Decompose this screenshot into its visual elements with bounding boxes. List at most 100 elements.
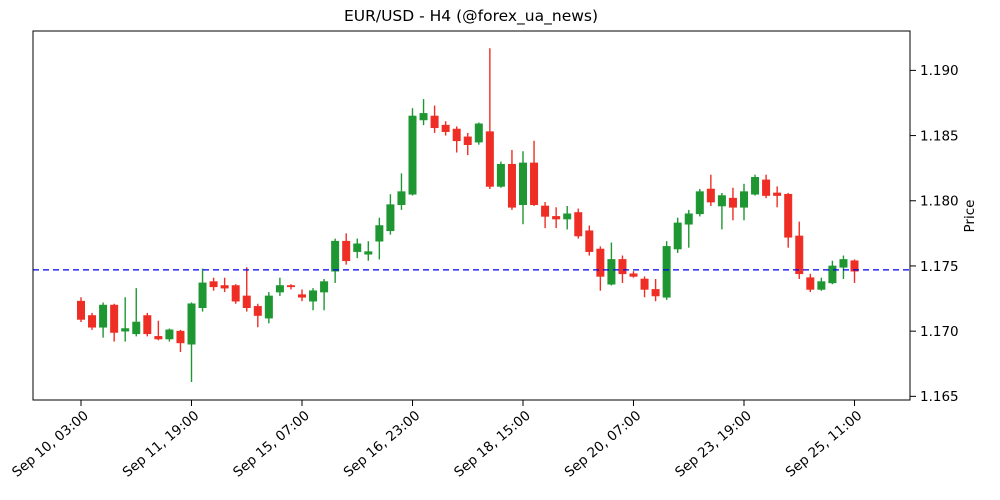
x-tick-label: Sep 20, 07:00	[562, 408, 645, 481]
candle-64	[784, 192, 793, 248]
candle-body-up	[751, 176, 760, 195]
candle-body-down	[176, 330, 185, 344]
x-axis: Sep 10, 03:00 Sep 11, 19:00 Sep 15, 07:00 S…	[9, 400, 865, 481]
candle-13	[220, 277, 229, 293]
candle-body-down	[552, 216, 561, 220]
y-tick-label: 1.190	[920, 63, 959, 79]
candle-body-up	[419, 113, 428, 121]
candle-16	[253, 303, 262, 328]
candle-body-down	[574, 212, 583, 237]
candle-23	[331, 238, 340, 283]
y-tick-label: 1.165	[920, 389, 959, 405]
candle-31	[419, 99, 428, 126]
candle-33	[441, 121, 450, 136]
candle-body-up	[331, 240, 340, 272]
candle-35	[463, 132, 472, 156]
candle-48	[607, 242, 616, 286]
candle-59	[728, 187, 737, 221]
candle-52	[651, 278, 660, 302]
x-tick-label: Sep 25, 11:00	[783, 408, 866, 481]
candle-62	[762, 174, 771, 199]
candle-body-up	[375, 225, 384, 242]
candle-body-down	[297, 294, 306, 298]
candle-body-up	[275, 285, 284, 293]
candle-57	[706, 174, 715, 206]
candle-body-down	[806, 277, 815, 290]
candle-46	[585, 225, 594, 256]
candle-9	[176, 329, 185, 353]
candle-body-up	[662, 246, 671, 298]
candle-body-down	[463, 136, 472, 145]
candle-28	[386, 194, 395, 235]
candle-22	[320, 278, 329, 311]
candle-37	[485, 48, 494, 190]
candle-66	[806, 273, 815, 293]
candles-group	[77, 48, 859, 383]
candle-body-down	[342, 240, 351, 262]
candle-8	[165, 328, 174, 342]
candle-68	[828, 260, 837, 285]
candle-15	[242, 267, 251, 312]
y-axis-title: Price	[962, 200, 978, 233]
candle-body-down	[452, 128, 461, 142]
candle-body-down	[253, 306, 262, 316]
candle-45	[574, 208, 583, 239]
candle-49	[618, 255, 627, 283]
candle-26	[364, 241, 373, 261]
candle-body-up	[839, 259, 848, 268]
candle-body-up	[132, 321, 141, 335]
candle-3	[110, 303, 119, 342]
candle-21	[309, 288, 318, 311]
candle-body-down	[441, 124, 450, 132]
candle-body-up	[695, 191, 704, 215]
candle-25	[353, 238, 362, 259]
x-tick-label: Sep 23, 19:00	[672, 408, 755, 481]
candle-19	[286, 284, 295, 290]
candle-50	[629, 271, 638, 278]
candle-38	[496, 161, 505, 188]
candle-body-down	[706, 188, 715, 203]
candle-18	[275, 277, 284, 296]
candle-44	[563, 205, 572, 230]
candle-body-up	[817, 281, 826, 290]
candle-body-down	[795, 235, 804, 275]
candle-32	[430, 105, 439, 133]
candle-body-down	[762, 179, 771, 196]
candle-body-down	[728, 197, 737, 208]
candle-39	[507, 149, 516, 210]
candle-51	[640, 276, 649, 298]
candle-1	[88, 312, 97, 330]
candle-body-up	[496, 163, 505, 187]
y-tick-label: 1.170	[920, 324, 959, 340]
candle-body-down	[143, 315, 152, 335]
candle-body-up	[563, 213, 572, 220]
x-tick-label: Sep 15, 07:00	[230, 408, 313, 481]
candle-body-down	[618, 259, 627, 275]
candle-body-down	[651, 289, 660, 297]
candle-body-down	[220, 285, 229, 289]
candle-60	[739, 183, 748, 221]
candle-40	[518, 151, 527, 225]
candle-67	[817, 277, 826, 291]
candle-body-down	[154, 336, 163, 340]
candle-body-down	[530, 162, 539, 205]
x-tick-label: Sep 16, 23:00	[341, 408, 424, 481]
y-tick-label: 1.185	[920, 128, 959, 144]
candle-54	[673, 217, 682, 253]
candle-69	[839, 255, 848, 279]
candle-body-up	[607, 259, 616, 285]
x-tick-label: Sep 18, 15:00	[451, 408, 534, 481]
candle-body-down	[110, 304, 119, 333]
candle-body-up	[309, 290, 318, 302]
candle-47	[596, 246, 605, 291]
candle-body-down	[585, 230, 594, 252]
candle-body-down	[596, 248, 605, 277]
candle-63	[773, 186, 782, 208]
candle-body-down	[231, 285, 240, 302]
candle-body-down	[784, 193, 793, 238]
candle-body-down	[286, 285, 295, 288]
candle-body-up	[320, 281, 329, 293]
candle-20	[297, 289, 306, 302]
candle-body-up	[684, 213, 693, 225]
candle-4	[121, 297, 130, 342]
